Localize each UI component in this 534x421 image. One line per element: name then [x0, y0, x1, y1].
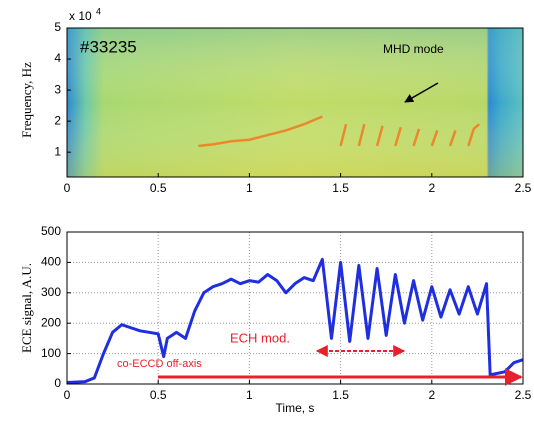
y-axis-label: Frequency, Hz — [19, 62, 34, 138]
x-axis-label: Time, s — [276, 401, 315, 415]
mhd-annotation: MHD mode — [383, 42, 444, 56]
mhd-arrow — [404, 82, 439, 103]
y-tick-label: 4 — [54, 51, 61, 65]
x-tick-label: 2 — [428, 388, 435, 402]
x-tick-label: 2.5 — [515, 181, 532, 195]
spectrogram-plot: 0 0.5 1 1.5 2 2.5 1 2 3 4 5 — [54, 20, 531, 195]
x-tick-label: 0.5 — [150, 181, 167, 195]
signal-line — [66, 257, 524, 384]
x-tick-label: 1.5 — [332, 181, 349, 195]
y-tick-label: 200 — [41, 315, 61, 329]
y-tick-label: 300 — [41, 285, 61, 299]
y-tick-label: 400 — [41, 255, 61, 269]
ech-annotation: ECH mod. — [230, 330, 290, 345]
x-tick-label: 1 — [246, 181, 253, 195]
y-tick-label: 5 — [54, 20, 61, 34]
y-tick-label: 0 — [54, 376, 61, 390]
y-tick-label: 2 — [54, 113, 61, 127]
plot-frame — [66, 231, 524, 385]
y-tick-label: 1 — [54, 144, 61, 158]
x-tick-label: 0 — [64, 388, 71, 402]
plot-frame — [66, 27, 524, 178]
plot-area — [67, 232, 523, 384]
spectrogram-shade — [67, 28, 523, 177]
x-tick-label: 2.5 — [515, 388, 532, 402]
y-multiplier: x 10 — [69, 9, 92, 23]
y-tick-label: 100 — [41, 346, 61, 360]
x-tick-label: 0.5 — [150, 388, 167, 402]
y-tick-label: 3 — [54, 82, 61, 96]
y-multiplier-exponent: 4 — [96, 6, 101, 16]
shot-label: #33235 — [80, 37, 137, 56]
x-tick-label: 1 — [246, 388, 253, 402]
mode-trace — [198, 115, 481, 148]
y-tick-label: 500 — [41, 224, 61, 238]
eccd-annotation: co-ECCD off-axis — [117, 358, 202, 370]
x-tick-label: 2 — [428, 181, 435, 195]
y-axis-label: ECE signal, A.U. — [19, 263, 34, 353]
x-tick-label: 0 — [64, 181, 71, 195]
x-tick-label: 1.5 — [332, 388, 349, 402]
